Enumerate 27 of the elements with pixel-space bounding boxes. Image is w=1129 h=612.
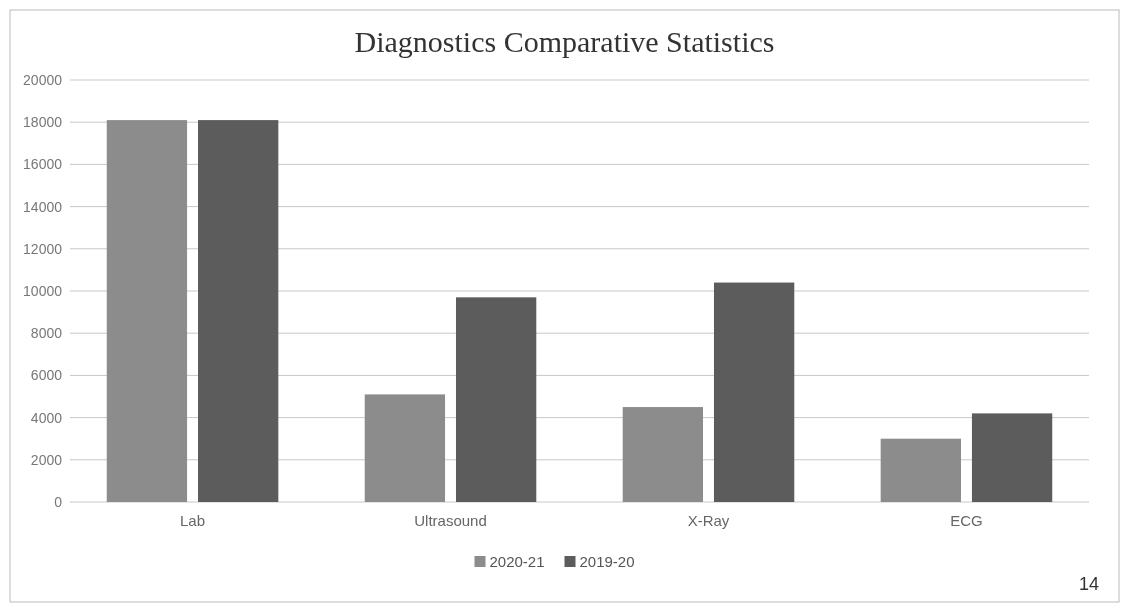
y-tick-label: 16000 — [23, 156, 63, 173]
y-tick-label: 14000 — [23, 198, 63, 215]
y-tick-label: 8000 — [30, 325, 63, 342]
y-tick-label: 12000 — [23, 240, 63, 257]
bar — [971, 413, 1053, 502]
y-tick-label: 2000 — [30, 451, 63, 468]
x-tick-label: Lab — [180, 512, 206, 529]
bar — [455, 297, 537, 502]
legend-label: 2020-21 — [489, 553, 545, 571]
y-tick-label: 20000 — [23, 71, 63, 88]
bar — [198, 120, 279, 502]
y-tick-label: 0 — [54, 493, 63, 510]
y-tick-label: 4000 — [30, 409, 63, 426]
x-tick-label: Ultrasound — [414, 512, 487, 529]
bar — [713, 282, 795, 502]
bar — [364, 394, 446, 502]
y-tick-label: 10000 — [23, 282, 63, 299]
x-tick-label: ECG — [950, 512, 983, 529]
y-tick-label: 18000 — [23, 114, 63, 131]
x-tick-label: X-Ray — [687, 512, 730, 529]
text: 14 — [1078, 574, 1099, 594]
chart-title: Diagnostics Comparative Statistics — [354, 25, 775, 58]
legend-label: 2019-20 — [579, 553, 635, 571]
bar — [106, 120, 188, 502]
bar — [880, 438, 961, 502]
y-tick-label: 6000 — [30, 367, 63, 384]
bar — [622, 407, 704, 502]
